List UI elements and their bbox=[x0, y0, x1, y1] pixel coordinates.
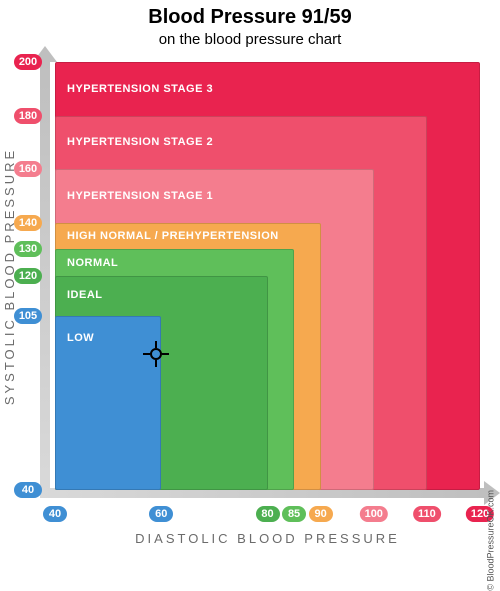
bp-chart: HYPERTENSION STAGE 3 HYPERTENSION STAGE 2… bbox=[55, 62, 480, 490]
reading-marker bbox=[143, 341, 169, 367]
credit-text: © BloodPressureOK.com bbox=[486, 490, 496, 591]
y-tick: 105 bbox=[14, 308, 42, 324]
x-tick: 90 bbox=[309, 506, 333, 522]
layer-label: NORMAL bbox=[67, 257, 118, 269]
layer-label: HYPERTENSION STAGE 2 bbox=[67, 136, 213, 148]
y-tick: 40 bbox=[14, 482, 42, 498]
x-axis-label: DIASTOLIC BLOOD PRESSURE bbox=[55, 531, 480, 546]
y-tick: 200 bbox=[14, 54, 42, 70]
y-tick: 120 bbox=[14, 268, 42, 284]
page-title: Blood Pressure 91/59 bbox=[0, 0, 500, 29]
x-axis: 4060808590100110120 bbox=[55, 500, 480, 522]
layer-label: LOW bbox=[67, 332, 94, 344]
layer-label: HYPERTENSION STAGE 3 bbox=[67, 83, 213, 95]
layer-label: HYPERTENSION STAGE 1 bbox=[67, 190, 213, 202]
x-tick: 85 bbox=[282, 506, 306, 522]
x-tick: 40 bbox=[43, 506, 67, 522]
x-tick: 60 bbox=[149, 506, 173, 522]
layer-label: IDEAL bbox=[67, 289, 103, 301]
y-tick: 140 bbox=[14, 215, 42, 231]
y-axis: 20018016014013012010540 bbox=[14, 62, 50, 490]
y-tick: 160 bbox=[14, 161, 42, 177]
x-tick: 100 bbox=[360, 506, 388, 522]
y-tick: 180 bbox=[14, 108, 42, 124]
layer-label: HIGH NORMAL / PREHYPERTENSION bbox=[67, 230, 279, 242]
page-subtitle: on the blood pressure chart bbox=[0, 31, 500, 48]
x-tick: 80 bbox=[256, 506, 280, 522]
y-tick: 130 bbox=[14, 241, 42, 257]
x-tick: 110 bbox=[413, 506, 441, 522]
